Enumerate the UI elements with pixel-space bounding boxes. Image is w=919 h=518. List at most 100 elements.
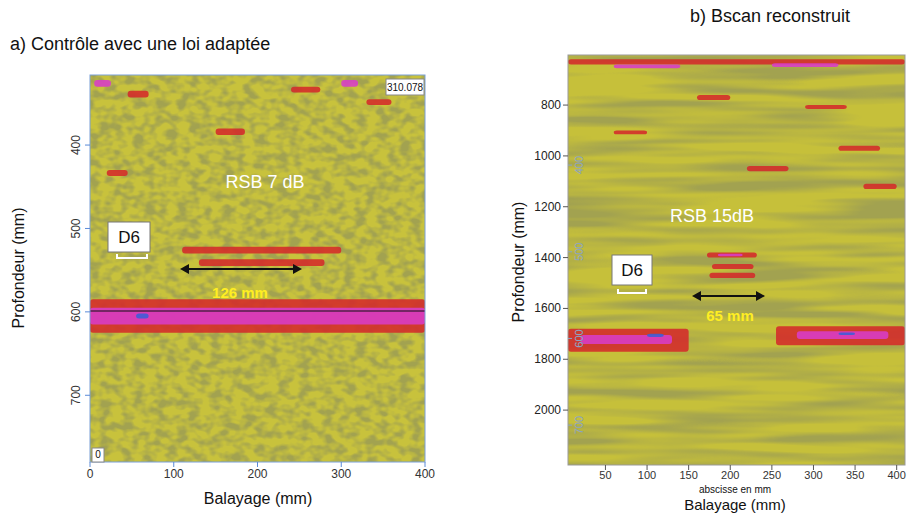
y-tick (85, 395, 90, 396)
y-tick (563, 359, 568, 360)
echo (863, 184, 896, 189)
y2-tick-label: 700 (573, 416, 585, 434)
echo (718, 254, 743, 257)
echo (94, 80, 111, 87)
x-tick-label: 250 (763, 469, 781, 481)
echo (568, 329, 689, 352)
x-axis-title: Balayage (mm) (204, 490, 312, 507)
echo (90, 308, 425, 325)
y2-tick (568, 165, 572, 166)
y-tick-label: 2000 (534, 403, 561, 417)
echo (838, 146, 880, 151)
plot-frame (90, 75, 425, 462)
y2-tick-label: 600 (573, 329, 585, 347)
y2-tick (568, 338, 572, 339)
y-tick-label: 1000 (534, 149, 561, 163)
echo (199, 259, 325, 266)
echo (772, 63, 839, 67)
echo (776, 326, 905, 345)
echo (216, 128, 245, 135)
y-axis-title: Profondeur (mm) (10, 208, 27, 329)
plot-background (90, 75, 425, 462)
measure-label: 126 mm (212, 284, 268, 301)
y-tick-label: 700 (69, 385, 83, 405)
measure-line (186, 268, 296, 270)
y2-tick-label: 500 (573, 243, 585, 261)
speckle (90, 75, 425, 462)
echo (128, 91, 149, 98)
echo (712, 264, 754, 269)
x-tick-label: 400 (415, 467, 435, 481)
echo (568, 59, 905, 64)
echo (838, 333, 855, 336)
y-tick (563, 105, 568, 106)
echo (797, 331, 889, 339)
echo (291, 87, 320, 93)
y-tick (85, 311, 90, 312)
figure: 0100200300400400500600700a) Contrôle ave… (0, 0, 919, 518)
y-tick-label: 600 (69, 302, 83, 322)
y-axis-title: Profondeur (mm) (510, 202, 527, 323)
y-tick-label: 500 (69, 218, 83, 238)
plot-area (568, 55, 905, 465)
echo (707, 253, 757, 258)
echo (614, 64, 681, 68)
value-box (386, 79, 424, 95)
defect-box (612, 255, 652, 285)
x-tick-label: 350 (846, 469, 864, 481)
echo (709, 273, 755, 278)
x-tick-label: 100 (638, 469, 656, 481)
x-axis-title: Balayage (mm) (684, 496, 786, 513)
echo (182, 247, 341, 254)
y2-tick (568, 251, 572, 252)
y-tick (563, 206, 568, 207)
measure-label: 65 mm (706, 307, 754, 324)
arrow-head (756, 291, 765, 301)
value-label: 0 (95, 449, 101, 460)
echo (614, 130, 647, 134)
x-tick-label: 150 (679, 469, 697, 481)
arrow-head (180, 264, 189, 274)
panel: 5010015020025030035040080010001200140016… (510, 6, 906, 513)
echo (747, 166, 789, 171)
x-tick-label: 200 (247, 467, 267, 481)
defect-marker (117, 254, 147, 258)
y-tick-label: 800 (541, 98, 561, 112)
echo (697, 95, 730, 100)
snr-label: RSB 15dB (670, 206, 754, 226)
x-tick-label: 300 (804, 469, 822, 481)
y-tick-label: 1200 (534, 200, 561, 214)
y-tick (563, 155, 568, 156)
echo (366, 99, 391, 105)
y-tick-label: 1800 (534, 352, 561, 366)
echo (136, 314, 149, 319)
y2-tick (568, 425, 572, 426)
x-tick-label: 400 (887, 469, 905, 481)
y-tick-label: 1600 (534, 301, 561, 315)
value-label: 310.078 (387, 82, 424, 93)
arrow-head (293, 264, 302, 274)
x-axis-subtitle: abscisse en mm (699, 484, 771, 495)
panel-title: b) Bscan reconstruit (690, 6, 850, 26)
plot-area (90, 75, 425, 462)
y-tick-label: 400 (69, 135, 83, 155)
panel: 0100200300400400500600700a) Contrôle ave… (10, 34, 435, 507)
defect-label: D6 (621, 261, 643, 280)
y-tick-label: 1400 (534, 251, 561, 265)
defect-marker (618, 289, 646, 293)
x-tick-label: 0 (87, 467, 94, 481)
y-tick (85, 228, 90, 229)
x-tick-label: 100 (164, 467, 184, 481)
snr-label: RSB 7 dB (225, 172, 304, 192)
measure-line (698, 295, 759, 297)
defect-label: D6 (118, 228, 140, 247)
y-tick (563, 410, 568, 411)
plot-frame (568, 55, 905, 465)
x-tick-label: 300 (331, 467, 351, 481)
x-tick-label: 50 (599, 469, 611, 481)
defect-box (108, 222, 150, 252)
speckle (568, 55, 905, 465)
echo (90, 299, 425, 332)
plot-background (568, 55, 905, 465)
cursor-line (90, 311, 425, 312)
